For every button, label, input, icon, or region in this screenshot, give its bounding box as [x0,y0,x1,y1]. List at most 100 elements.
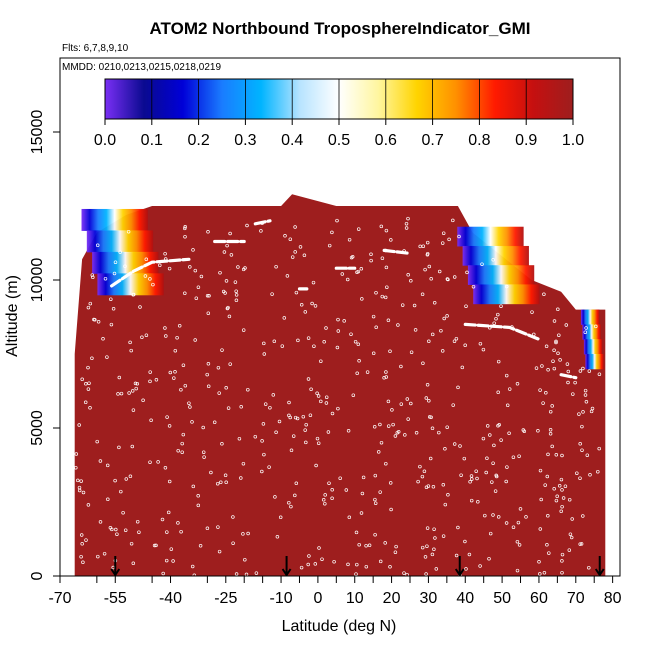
profile-marker-arrowhead [281,568,292,576]
sample-point [545,474,550,479]
sample-point [416,479,420,484]
sample-point [575,471,579,475]
flight-track-segment [463,322,541,341]
sample-point [220,442,224,446]
sample-point [135,519,140,524]
sample-point [115,532,119,536]
sample-point [465,270,469,275]
sample-point [165,415,169,419]
sample-point [330,496,334,501]
sample-point [315,391,319,396]
sample-point [103,276,108,281]
sample-point [373,501,378,505]
sample-point [378,490,382,494]
sample-point [469,498,474,503]
sample-point [193,338,197,342]
sample-point [309,387,313,392]
sample-point [423,555,428,559]
sample-point [418,464,422,469]
sample-point [402,571,406,575]
sample-point [359,267,364,271]
sample-point [547,551,551,555]
sample-point [138,305,142,309]
sample-point [190,420,194,424]
sample-point [98,459,103,463]
sample-point [380,294,385,299]
sample-point [494,316,498,321]
colorbar: 0.0 0.1 0.2 0.3 0.4 0.5 0.6 0.7 0.8 0.9 1.0 [94,78,584,149]
sample-point [463,539,467,544]
sample-point [578,542,582,546]
sample-point [188,265,192,269]
sample-point [77,423,81,427]
sample-point [396,323,400,327]
sample-point [364,543,368,548]
sample-point [443,502,448,507]
sample-point [166,510,171,515]
sample-point [246,531,250,536]
sample-point [224,480,228,485]
sample-point [456,525,460,530]
sample-point [577,412,581,416]
sample-point [440,349,445,353]
sample-point [480,262,484,266]
sample-point [105,463,110,468]
sample-point [332,559,336,564]
sample-point [183,234,187,239]
sample-point [404,226,409,230]
sample-point [113,478,117,483]
sample-point [413,328,418,332]
sample-point [272,339,277,344]
sample-point [194,296,199,300]
sample-point [388,565,392,569]
sample-point [199,274,204,279]
sample-point [91,275,95,280]
sample-point [326,430,331,434]
sample-point [583,388,588,393]
sample-point [384,375,389,379]
sample-point [234,298,239,303]
sample-point [504,521,509,525]
sample-point [177,324,182,328]
sample-point [488,433,492,437]
sample-point [496,359,501,364]
sample-point [81,490,86,495]
sample-point [440,241,445,245]
sample-point [131,292,135,297]
sample-point [165,530,169,534]
sample-point [101,337,105,341]
sample-point [198,544,203,548]
sample-point [196,503,201,508]
sample-point [499,438,503,442]
sample-point [556,351,560,356]
sample-point [128,474,133,479]
sample-point [144,333,149,337]
sample-point [294,481,299,486]
sample-point [439,328,443,333]
sample-point [119,489,123,494]
sample-point [217,391,221,395]
sample-point [551,359,555,363]
sample-point [584,400,589,404]
sample-point [539,497,543,502]
sample-point [379,224,384,229]
sample-point [474,469,478,473]
sample-point [270,292,274,296]
sample-point [389,507,393,512]
sample-point [373,473,378,478]
sample-point [507,387,512,391]
sample-point [386,399,391,404]
sample-point [90,273,95,277]
sample-point [112,271,117,276]
sample-point [261,422,266,426]
x-tick-label: -10 [269,590,292,607]
sample-point [239,476,243,480]
sample-point [581,514,585,518]
sample-point [420,292,425,297]
sample-point [206,311,211,315]
sample-point [306,336,311,340]
x-tick-label: -55 [104,590,127,607]
flight-track [109,219,578,380]
sample-point [253,434,258,439]
sample-point [236,265,240,269]
